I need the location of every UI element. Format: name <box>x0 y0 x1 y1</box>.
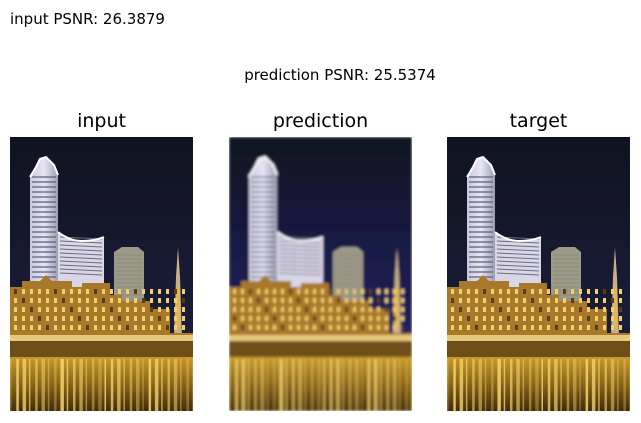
prediction-image <box>229 137 412 411</box>
panel-title-prediction: prediction <box>272 110 369 132</box>
input-psnr-label: input PSNR: 26.3879 <box>10 10 165 28</box>
panel-title-target: target <box>509 110 568 132</box>
prediction-psnr-label: prediction PSNR: 25.5374 <box>244 66 436 84</box>
panel-title-input: input <box>77 110 126 132</box>
input-image <box>10 137 193 411</box>
target-image <box>447 137 630 411</box>
